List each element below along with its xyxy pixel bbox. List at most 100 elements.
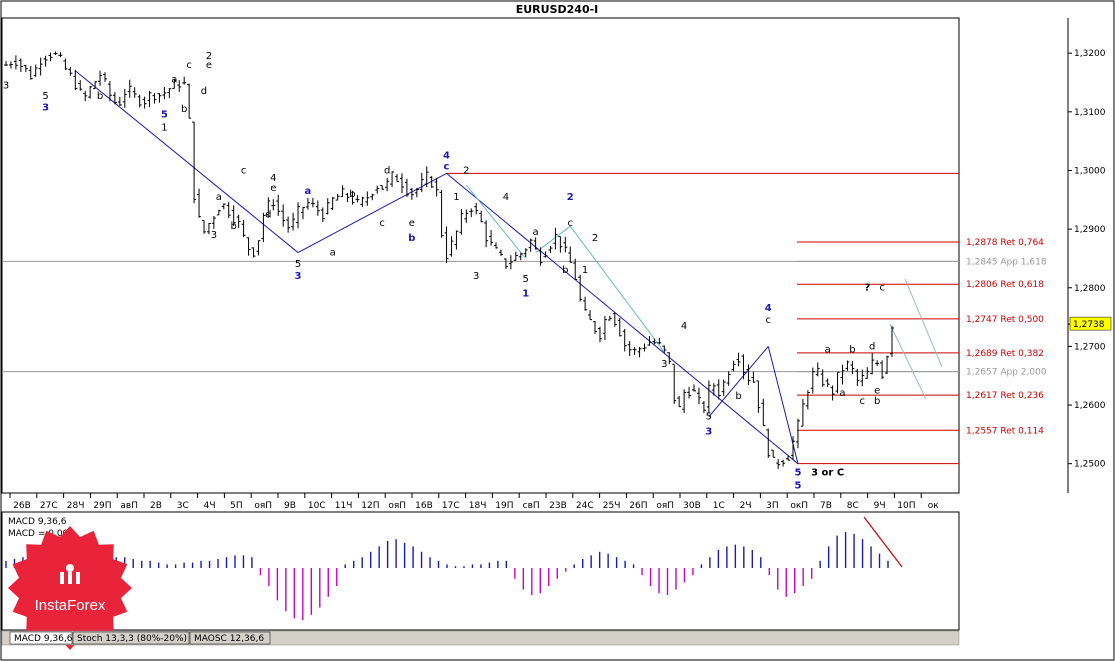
wave-label: ? — [864, 283, 870, 294]
wave-label: 5 — [295, 259, 301, 270]
wave-label: c — [186, 60, 192, 71]
wave-label: 3 — [295, 271, 302, 282]
time-tick-label: авП — [120, 501, 138, 511]
wave-label: 3 — [42, 103, 49, 114]
wave-label: c — [879, 283, 885, 294]
fib-label: 1,2878 Ret 0,764 — [966, 238, 1044, 248]
wave-label: 4 — [681, 321, 687, 332]
price-tick-label: 1,2600 — [1074, 401, 1106, 411]
wave-label: 3 — [211, 230, 217, 241]
fib-label: 1,2689 Ret 0,382 — [966, 349, 1044, 359]
fib-label: 1,2617 Ret 0,236 — [966, 391, 1044, 401]
wave-label: 5 — [794, 480, 801, 491]
fib-label: 1,2845 App 1,618 — [966, 257, 1047, 267]
price-tick-label: 1,3100 — [1074, 108, 1106, 118]
wave-label: c — [379, 218, 385, 229]
time-tick-label: ояП — [388, 501, 406, 511]
wave-label: e — [874, 385, 880, 396]
wave-label: 2 — [206, 51, 212, 62]
price-tick-label: 1,2900 — [1074, 225, 1106, 235]
time-tick-label: 26В — [13, 501, 31, 511]
tab-maosc-label: MAOSC 12,36,6 — [194, 634, 264, 644]
logo-badge — [8, 526, 132, 650]
wave-label: 4 — [765, 303, 772, 314]
wave-label: 1 — [161, 123, 167, 134]
wave-label: b — [231, 221, 237, 232]
wave-label: c — [568, 218, 574, 229]
time-tick-label: окП — [790, 501, 808, 511]
fib-label: 1,2657 App 2,000 — [966, 368, 1047, 378]
wave-label: a — [171, 75, 177, 86]
brand-name: InstaForex — [35, 597, 106, 614]
tab-maosc[interactable]: MAOSC 12,36,6 — [189, 631, 271, 645]
wave-label: c — [860, 396, 866, 407]
logo-icon — [60, 564, 80, 584]
wave-label: d — [265, 209, 271, 220]
time-tick-label: 2Ч — [740, 501, 752, 511]
macd-pane — [1, 511, 960, 631]
wave-label: a — [330, 248, 336, 259]
instaforex-logo: InstaForex — [8, 526, 132, 650]
fib-label: 1,2557 Ret 0,114 — [966, 426, 1044, 436]
price-tick-label: 1,2800 — [1074, 284, 1106, 294]
wave-label: 2 — [567, 192, 574, 203]
time-tick-label: ояП — [254, 501, 272, 511]
time-tick-label: 8С — [847, 501, 859, 511]
wave-label: e — [206, 60, 212, 71]
time-tick-label: ок — [928, 501, 940, 511]
projection-line — [889, 323, 927, 400]
time-tick-label: 23В — [549, 501, 567, 511]
price-tick-label: 1,2700 — [1074, 342, 1106, 352]
chart-title: EURUSD240-I — [516, 3, 599, 16]
time-tick-label: 9Ч — [874, 501, 886, 511]
tab-stoch[interactable]: Stoch 13,3,3 (80%-20%) — [72, 631, 190, 645]
macd-value-label: MACD = 0,00 — [8, 529, 69, 539]
sub-trend-line — [535, 225, 571, 253]
time-tick-label: 10П — [897, 501, 915, 511]
time-tick-label: 3П — [766, 501, 779, 511]
fib-label: 1,2806 Ret 0,618 — [966, 280, 1044, 290]
time-tick-label: 28Ч — [67, 501, 85, 511]
wave-label: 5 — [42, 91, 48, 102]
price-tick-label: 1,3000 — [1074, 166, 1106, 176]
wave-label: c — [444, 161, 450, 172]
time-tick-label: 16В — [415, 501, 433, 511]
trend-line — [74, 70, 299, 253]
indicator-tabs: MACD 9,36,6 Stoch 13,3,3 (80%-20%) MAOSC… — [1, 630, 960, 646]
time-tick-label: 17С — [442, 501, 460, 511]
wave-label: c — [766, 315, 772, 326]
time-tick-label: 1С — [713, 501, 725, 511]
time-tick-label: 30В — [683, 501, 701, 511]
wave-label: a — [216, 192, 222, 203]
current-price-marker: 1,2738 — [1069, 316, 1112, 331]
wave-label: 5 — [523, 274, 529, 285]
wave-label: c — [241, 165, 247, 176]
wave-label: 5 — [161, 110, 168, 121]
wave-label: 1 — [453, 192, 459, 203]
wave-label: e — [409, 218, 415, 229]
wave-label: b — [874, 396, 880, 407]
wave-label: d — [201, 86, 207, 97]
wave-label: a — [839, 388, 845, 399]
wave-label: b — [735, 391, 741, 402]
macd-trendline — [863, 516, 903, 568]
trend-line — [708, 346, 769, 418]
time-tick-label: 10С — [308, 501, 326, 511]
price-pane — [1, 17, 960, 494]
tab-macd-label: MACD 9,36,6 — [14, 634, 73, 644]
wave-label: 4 — [270, 173, 276, 184]
wave-label: 4 — [503, 192, 509, 203]
wave-label: d — [384, 165, 390, 176]
time-tick-label: 18Ч — [469, 501, 487, 511]
current-price-label: 1,2738 — [1073, 320, 1105, 330]
price-bars — [4, 51, 894, 469]
time-tick-label: 27С — [40, 501, 58, 511]
wave-label: 1 — [522, 289, 529, 300]
wave-label: b — [349, 189, 355, 200]
tab-stoch-label: Stoch 13,3,3 (80%-20%) — [77, 634, 187, 644]
tab-macd[interactable]: MACD 9,36,6 — [9, 631, 73, 645]
wave-label: e — [270, 183, 276, 194]
time-tick-label: 25Ч — [603, 501, 621, 511]
